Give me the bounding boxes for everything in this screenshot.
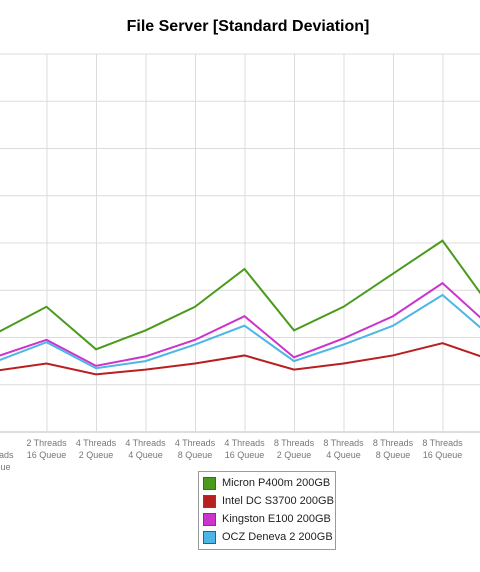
chart-title: File Server [Standard Deviation] (126, 18, 370, 35)
data-point (293, 356, 295, 359)
data-point (144, 329, 147, 332)
data-point (95, 348, 97, 351)
data-point (144, 355, 147, 358)
x-tick-label: 16 Queue (423, 450, 463, 460)
chart-legend: Micron P400m 200GB Intel DC S3700 200GB Ki… (198, 471, 336, 550)
data-point (441, 294, 444, 296)
x-tick-label: Queue (0, 462, 11, 472)
x-tick-label: 8 Queue (178, 450, 213, 460)
data-point (95, 373, 97, 376)
legend-item: OCZ Deneva 2 200GB (199, 528, 335, 546)
data-point (95, 367, 97, 370)
x-tick-label: 2 Queue (277, 450, 312, 460)
series-line-0 (0, 239, 480, 351)
data-point (243, 354, 246, 357)
x-tick-label: 4 Queue (326, 450, 361, 460)
data-point (45, 362, 48, 365)
x-tick-label: 4 Threads (125, 438, 166, 448)
data-point (194, 305, 196, 308)
data-point (144, 368, 147, 371)
legend-label: Kingston E100 200GB (222, 513, 331, 525)
x-tick-label: 16 Queue (27, 450, 67, 460)
legend-item: Intel DC S3700 200GB (199, 492, 335, 510)
legend-label: OCZ Deneva 2 200GB (222, 531, 333, 543)
data-point (45, 305, 48, 308)
x-tick-label: 8 Queue (376, 450, 411, 460)
data-point (194, 362, 196, 365)
legend-swatch (203, 476, 216, 490)
data-point (144, 360, 147, 362)
data-point (95, 365, 97, 367)
x-tick-label: 8 Threads (274, 438, 315, 448)
x-tick-label: 4 Queue (128, 450, 163, 460)
x-tick-label: 4 Threads (224, 438, 265, 448)
data-point (441, 342, 444, 344)
x-tick-label: 4 Threads (76, 438, 117, 448)
data-point (392, 324, 394, 327)
series-line-2 (0, 281, 480, 367)
data-point (293, 368, 295, 371)
data-point (194, 343, 196, 346)
x-tick-label: 8 Threads (373, 438, 414, 448)
data-point (293, 329, 295, 332)
x-tick-label: Threads (0, 450, 14, 460)
data-point (392, 315, 394, 318)
data-point (342, 337, 345, 340)
data-point (243, 324, 246, 327)
series-line-1 (0, 342, 480, 376)
data-point (293, 360, 295, 362)
legend-item: Micron P400m 200GB (199, 474, 335, 492)
data-point (342, 362, 345, 365)
legend-item: Kingston E100 200GB (199, 510, 335, 528)
data-point (441, 239, 444, 242)
legend-label: Micron P400m 200GB (222, 477, 331, 489)
data-point (392, 272, 394, 275)
data-point (342, 343, 345, 346)
data-point (392, 354, 394, 357)
x-tick-label: 4 Threads (175, 438, 216, 448)
data-point (45, 339, 48, 341)
legend-swatch (203, 530, 216, 544)
legend-swatch (203, 512, 216, 526)
data-point (194, 339, 196, 341)
x-tick-label: 2 Queue (79, 450, 114, 460)
data-point (243, 315, 246, 318)
x-tick-label: 8 Threads (323, 438, 364, 448)
legend-swatch (203, 494, 216, 508)
data-point (243, 268, 246, 270)
data-point (342, 305, 345, 308)
x-tick-label: 16 Queue (225, 450, 265, 460)
x-tick-label: 2 Threads (26, 438, 67, 448)
data-point (441, 282, 444, 284)
data-point (45, 341, 48, 344)
x-tick-label: 8 Threads (422, 438, 463, 448)
legend-label: Intel DC S3700 200GB (222, 495, 334, 507)
